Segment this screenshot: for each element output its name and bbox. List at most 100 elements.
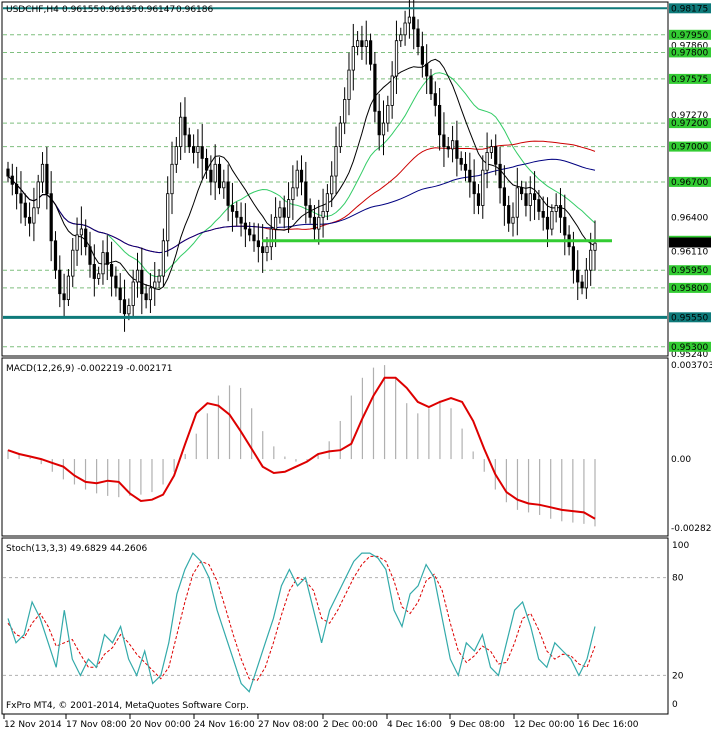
candle-body: [571, 246, 576, 271]
candle-body: [135, 269, 140, 283]
time-tick-label: 4 Dec 16:00: [387, 720, 442, 730]
macd-signal-line: [7, 376, 596, 520]
candle-body: [196, 146, 200, 153]
candle-body: [407, 16, 412, 24]
candle-body: [239, 216, 243, 224]
candle-body: [49, 193, 53, 242]
stochastic-indicator: 100 80 20 0: [3, 541, 689, 710]
candle-body: [88, 246, 92, 265]
candle-body: [433, 93, 437, 106]
candle-body: [386, 105, 390, 124]
macd-axis-label: 0.00: [671, 455, 691, 465]
candle-body: [437, 105, 442, 136]
candle-body: [446, 146, 450, 150]
price-label-box: [669, 141, 711, 152]
candle-body: [53, 240, 58, 271]
candle-body: [161, 240, 165, 277]
key-levels: [3, 7, 667, 319]
candle-body: [269, 228, 273, 248]
candle-body: [485, 152, 489, 171]
candle-body: [265, 246, 269, 253]
candle-body: [507, 205, 511, 224]
candle-body: [45, 163, 49, 195]
candle-body: [226, 181, 230, 206]
price-label: 0.95240: [671, 350, 708, 360]
price-label-boxed: 0.97800: [671, 48, 708, 58]
candle-body: [243, 222, 247, 230]
price-label-box: [669, 265, 711, 276]
candle-body: [278, 207, 282, 218]
macd-indicator: 0.003703 0.00 -0.002824: [7, 361, 712, 534]
candle-body: [187, 134, 191, 148]
stoch-axis-label: 0: [672, 700, 678, 710]
candle-body: [584, 269, 589, 289]
candle-body: [334, 146, 338, 177]
candle-body: [481, 169, 485, 206]
candle-body: [416, 28, 420, 48]
candle-body: [373, 63, 377, 112]
candle-body: [351, 46, 355, 71]
price-label-boxed: 0.96700: [671, 178, 708, 188]
candle-body: [286, 199, 291, 218]
candle-body: [347, 69, 351, 100]
candle-body: [200, 146, 204, 159]
candle-body: [511, 216, 515, 224]
candle-body: [558, 205, 563, 218]
candle-body: [420, 46, 425, 65]
candle-body: [19, 193, 23, 204]
stoch-panel-frame: [1, 537, 669, 715]
candle-body: [230, 205, 235, 212]
price-label-box: [669, 282, 711, 293]
candle-body: [36, 181, 40, 209]
candle-body: [14, 183, 19, 195]
time-tick-label: 17 Nov 08:00: [66, 720, 127, 730]
candle-body: [429, 75, 433, 95]
candle-body: [148, 287, 152, 301]
candle-body: [502, 187, 507, 206]
candle-body: [62, 293, 66, 301]
price-label-boxed: 0.97000: [671, 143, 708, 153]
candle-body: [545, 216, 550, 230]
candle-body: [472, 181, 476, 195]
candle-body: [394, 40, 399, 77]
candle-body: [330, 175, 334, 195]
candle-body: [213, 163, 217, 183]
candle-body: [79, 228, 83, 236]
candle-body: [174, 146, 178, 165]
candle-body: [84, 228, 88, 248]
candle-body: [282, 207, 286, 218]
macd-panel-frame: [1, 357, 669, 537]
candle-body: [381, 122, 386, 136]
candle-body: [317, 216, 321, 230]
stoch-axis-label: 80: [672, 574, 684, 584]
candle-body: [425, 63, 429, 77]
candle-body: [71, 249, 75, 277]
candle-body: [58, 269, 62, 295]
time-tick-label: 24 Nov 16:00: [194, 720, 255, 730]
candle-body: [589, 249, 593, 271]
candle-body: [343, 99, 347, 124]
candle-body: [273, 216, 278, 230]
candle-body: [390, 75, 394, 106]
ohlc-high: 0.96195: [100, 5, 137, 15]
candle-body: [75, 234, 79, 251]
time-tick-label: 16 Dec 16:00: [578, 720, 639, 730]
candle-body: [114, 275, 118, 289]
candle-body: [463, 163, 468, 171]
price-label: 0.97860: [671, 41, 708, 51]
price-label-box: [669, 237, 711, 248]
price-panel-frame: [1, 1, 669, 357]
time-tick-label: 12 Nov 2014: [4, 720, 62, 730]
stoch-title: Stoch(13,3,3) 49.6829 44.2606: [6, 544, 147, 554]
candle-body: [291, 187, 295, 201]
macd-axis-label: -0.002824: [671, 524, 712, 534]
price-label: 0.97270: [671, 111, 708, 121]
candle-body: [312, 216, 317, 230]
candle-body: [520, 187, 524, 195]
stoch-axis-label: 100: [672, 541, 689, 551]
stoch-signal-line: [7, 555, 596, 681]
candle-body: [27, 216, 32, 224]
candle-body: [368, 40, 373, 65]
ohlc-close: 0.96186: [176, 5, 213, 15]
